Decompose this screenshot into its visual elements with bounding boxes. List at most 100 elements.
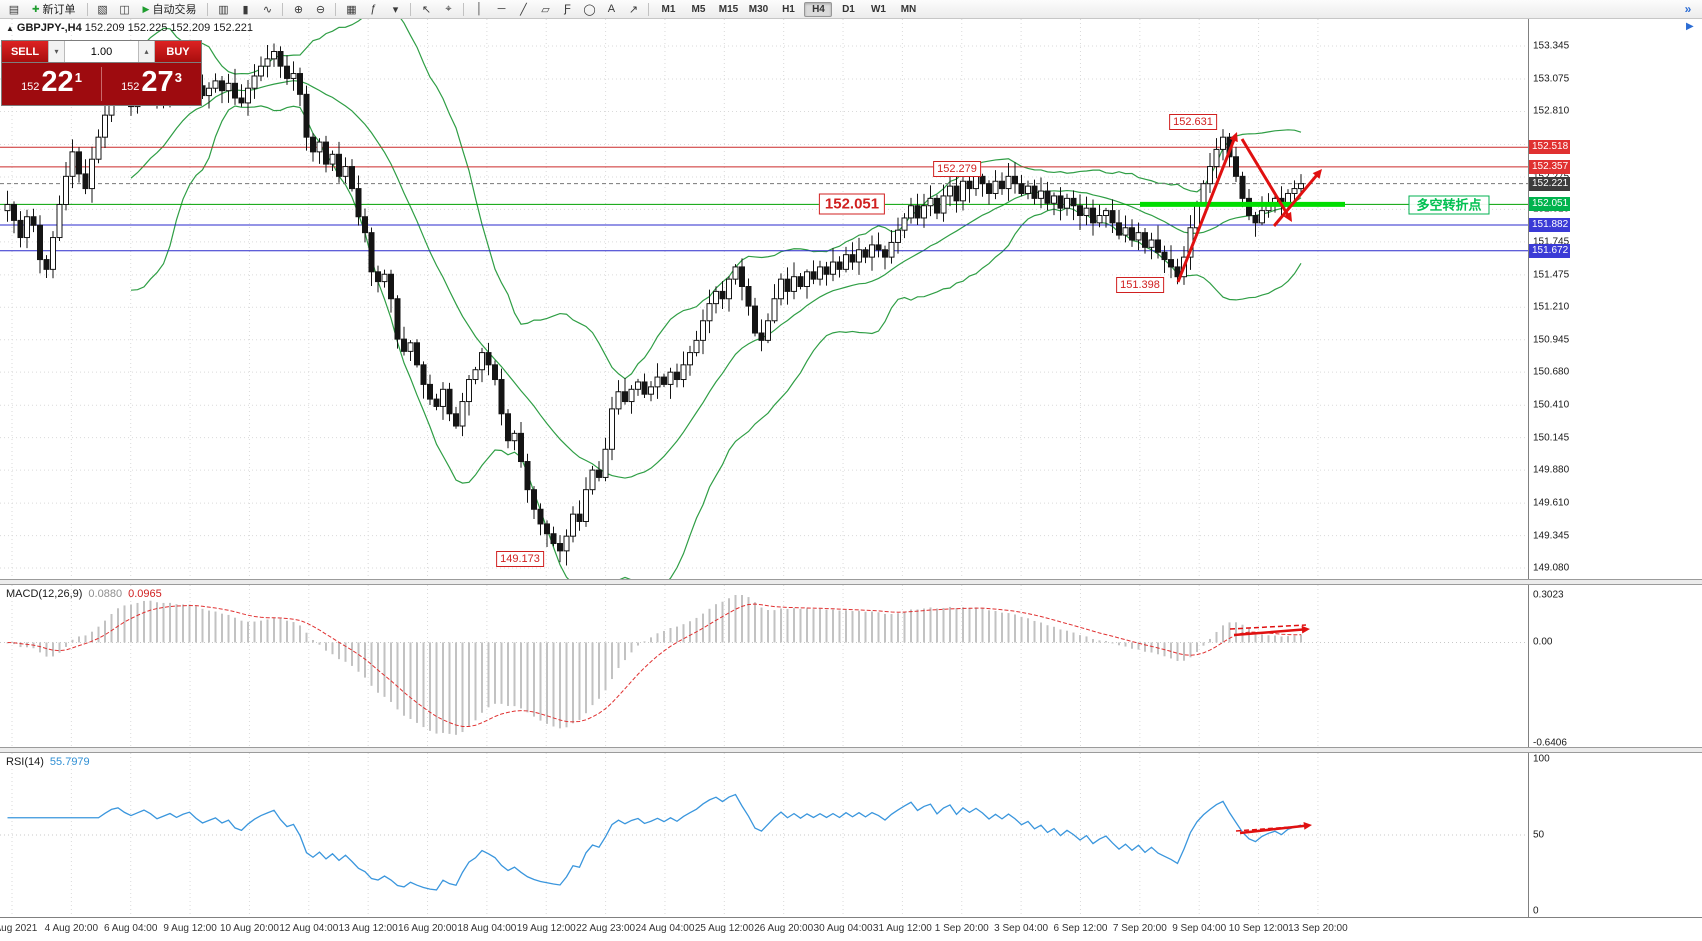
- ask-big-digits: 27: [141, 65, 174, 98]
- price-annotation-label: 149.173: [496, 551, 544, 567]
- ask-prefix: 152: [121, 80, 140, 93]
- timeframe-m1[interactable]: M1: [661, 3, 676, 15]
- new-order-button[interactable]: ✚ 新订单: [26, 0, 82, 18]
- ohlc-quotes: 152.209 152.225 152.209 152.221: [84, 22, 254, 34]
- arrows-icon[interactable]: ↗: [628, 3, 639, 16]
- rsi-scale-label: 100: [1533, 753, 1550, 765]
- timeframe-d1[interactable]: D1: [842, 3, 855, 15]
- time-label: 24 Aug 04:00: [635, 923, 695, 934]
- time-label: 6 Aug 04:00: [104, 923, 158, 934]
- time-axis[interactable]: 3 Aug 2021 4 Aug 20:00 6 Aug 04:00 9 Aug 12…: [0, 917, 1702, 941]
- volume-input[interactable]: [65, 41, 138, 62]
- rsi-scale-label: 50: [1533, 829, 1545, 841]
- buy-button[interactable]: BUY: [155, 41, 201, 62]
- channel-icon[interactable]: ▱: [541, 3, 550, 16]
- toolbar-separator: [648, 2, 650, 16]
- price-annotation-label: 152.051: [818, 193, 886, 215]
- timeframe-mn[interactable]: MN: [900, 3, 917, 15]
- toolbar-separator: [463, 2, 465, 16]
- volume-increment-button[interactable]: ▴: [138, 41, 155, 62]
- panel-separator[interactable]: [0, 747, 1702, 753]
- time-label: 7 Sep 20:00: [1112, 923, 1167, 934]
- navigator-icon[interactable]: ◫: [119, 3, 130, 16]
- macd-label: MACD(12,26,9) 0.0880 0.0965: [6, 588, 162, 600]
- candlestick-chart-icon[interactable]: ▮: [242, 3, 249, 16]
- time-label: 26 Aug 20:00: [754, 923, 814, 934]
- vertical-line-icon[interactable]: │: [476, 3, 483, 15]
- macd-scale[interactable]: 0.3023 0.00 -0.6406: [1528, 585, 1570, 749]
- zoom-in-icon[interactable]: ⊕: [293, 3, 304, 16]
- autotrading-button[interactable]: ▶ 自动交易: [137, 0, 203, 18]
- candles: [4, 43, 1304, 566]
- rsi-scale-label: 0: [1533, 905, 1539, 917]
- price-tag: 152.051: [1529, 197, 1570, 212]
- new-chart-icon[interactable]: ▤: [8, 3, 20, 16]
- zoom-out-icon[interactable]: ⊖: [315, 3, 326, 16]
- line-chart-icon[interactable]: ∿: [262, 3, 273, 16]
- price-scale-label: 149.610: [1533, 497, 1570, 509]
- macd-scale-label: 0.3023: [1533, 589, 1564, 601]
- time-label: 3 Sep 04:00: [994, 923, 1049, 934]
- sell-button[interactable]: SELL: [2, 41, 48, 62]
- price-scale[interactable]: 153.345153.075152.810152.540152.275152.0…: [1528, 19, 1570, 579]
- profiles-icon[interactable]: ▧: [97, 3, 108, 16]
- time-label: 10 Aug 20:00: [219, 923, 279, 934]
- macd-canvas[interactable]: [0, 585, 1528, 747]
- price-scale-label: 149.345: [1533, 530, 1570, 542]
- price-scale-label: 152.810: [1533, 105, 1570, 117]
- time-label: 19 Aug 12:00: [516, 923, 576, 934]
- indicators-icon[interactable]: ƒ: [370, 3, 377, 15]
- macd-annotation-dashed: [1229, 624, 1307, 630]
- time-label: 10 Sep 12:00: [1228, 923, 1289, 934]
- fibonacci-icon[interactable]: Ƒ: [564, 3, 571, 15]
- volume-decrement-button[interactable]: ▾: [48, 41, 65, 62]
- rsi-scale[interactable]: 100 50 0: [1528, 753, 1570, 917]
- toolbar: ▤ ✚ 新订单 ▧ ◫ ▶ 自动交易 ▥ ▮ ∿ ⊕ ⊖ ▦ ƒ ▾ ↖ ⌖ │ ─ ╱ ▱ Ƒ ◯ A ↗ M1 M5 M15 M30…: [0, 0, 1702, 19]
- time-label: 18 Aug 04:00: [457, 923, 517, 934]
- symbol-period: GBPJPY-,H4: [16, 22, 82, 34]
- timeframe-m15[interactable]: M15: [718, 3, 739, 15]
- macd-signal-line: [7, 603, 1302, 727]
- bar-chart-icon[interactable]: ▥: [218, 3, 229, 16]
- price-scale-label: 153.345: [1533, 40, 1570, 52]
- text-icon[interactable]: A: [607, 3, 616, 15]
- scroll-to-end-icon[interactable]: ▶: [1686, 21, 1694, 32]
- time-label: 16 Aug 20:00: [398, 923, 457, 934]
- collapse-toolbar-icon[interactable]: »: [1684, 2, 1692, 16]
- crosshair-icon[interactable]: ⌖: [445, 2, 452, 15]
- macd-name: MACD(12,26,9): [6, 588, 83, 600]
- timeframe-h1[interactable]: H1: [782, 3, 795, 15]
- toolbar-separator: [335, 2, 337, 16]
- rsi-canvas[interactable]: [0, 753, 1528, 917]
- chart-marker-icon: ▲: [6, 24, 14, 33]
- timeframe-m30[interactable]: M30: [748, 3, 769, 15]
- new-order-button-label: 新订单: [42, 4, 76, 16]
- ellipse-icon[interactable]: ◯: [583, 3, 596, 16]
- price-tag: 151.882: [1529, 218, 1570, 233]
- bid-pipette: 1: [74, 69, 82, 85]
- trade-controls-row: SELL ▾ ▴ BUY: [2, 41, 201, 63]
- ask-price[interactable]: 152 27 3: [102, 65, 201, 101]
- period-dropdown-icon[interactable]: ▾: [392, 3, 399, 16]
- time-label: 12 Aug 04:00: [279, 923, 339, 934]
- cursor-icon[interactable]: ↖: [421, 3, 432, 16]
- trendline-icon[interactable]: ╱: [520, 3, 527, 16]
- turning-point-label: 多空转折点: [1408, 195, 1490, 215]
- price-tag: 152.221: [1529, 176, 1570, 191]
- timeframe-w1[interactable]: W1: [870, 3, 886, 15]
- time-label: 6 Sep 12:00: [1053, 923, 1108, 934]
- time-label: 9 Aug 12:00: [163, 923, 217, 934]
- time-label: 13 Aug 12:00: [338, 923, 398, 934]
- timeframe-m5[interactable]: M5: [691, 3, 706, 15]
- price-scale-label: 151.210: [1533, 301, 1570, 313]
- panel-separator[interactable]: [0, 579, 1702, 585]
- quote-divider: [101, 67, 102, 101]
- horizontal-grid: [0, 45, 1528, 569]
- tile-windows-icon[interactable]: ▦: [346, 3, 357, 16]
- chart-canvas[interactable]: [0, 19, 1528, 579]
- timeframe-h4[interactable]: H4: [804, 1, 833, 17]
- horizontal-line-icon[interactable]: ─: [497, 3, 506, 15]
- quote-row: 152 22 1 152 27 3: [2, 63, 201, 105]
- price-annotation-label: 151.398: [1116, 277, 1164, 293]
- bid-price[interactable]: 152 22 1: [2, 67, 101, 101]
